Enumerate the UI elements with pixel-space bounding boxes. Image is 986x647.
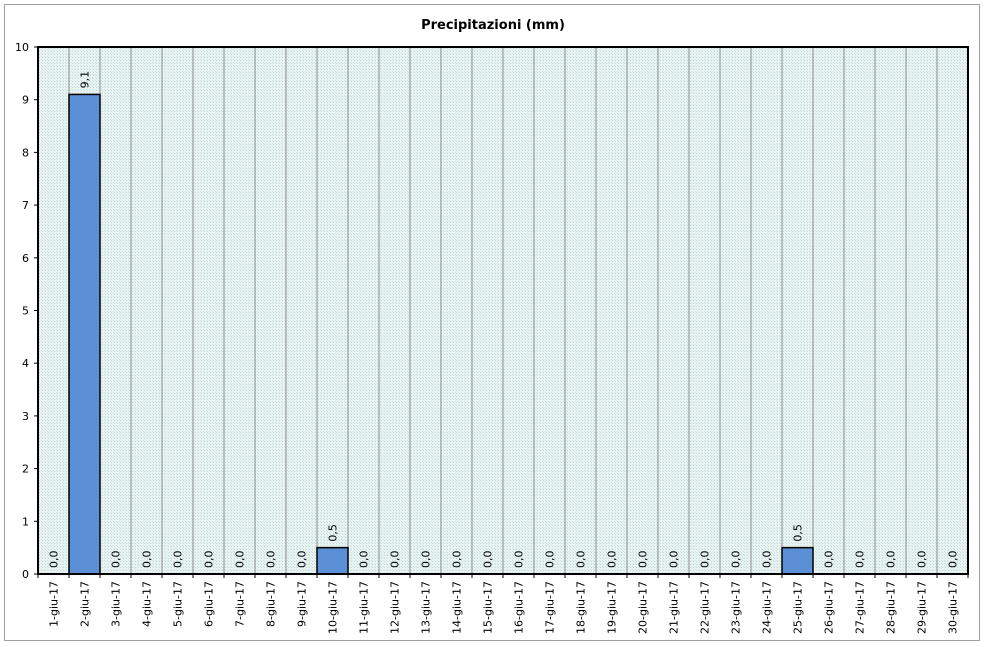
data-label: 9,1	[79, 71, 92, 89]
data-label: 0,0	[265, 551, 278, 569]
data-label: 0,0	[141, 551, 154, 569]
x-tick-label: 28-giu-17	[885, 581, 898, 634]
data-label: 0,0	[389, 551, 402, 569]
y-tick-label: 0	[22, 568, 29, 581]
bar	[68, 93, 101, 575]
data-label: 0,5	[792, 524, 805, 542]
x-tick-label: 1-giu-17	[48, 581, 61, 627]
x-tick-label: 9-giu-17	[296, 581, 309, 627]
y-tick-label: 5	[22, 305, 29, 318]
x-tick-label: 13-giu-17	[420, 581, 433, 634]
data-label: 0,0	[668, 551, 681, 569]
data-label: 0,0	[482, 551, 495, 569]
y-tick-label: 10	[15, 41, 29, 54]
y-tick-label: 1	[22, 515, 29, 528]
x-tick-label: 29-giu-17	[916, 581, 929, 634]
x-tick-label: 11-giu-17	[358, 581, 371, 634]
data-label: 0,0	[637, 551, 650, 569]
data-label: 0,0	[234, 551, 247, 569]
y-tick-label: 3	[22, 410, 29, 423]
x-tick-label: 26-giu-17	[823, 581, 836, 634]
x-axis: 1-giu-17 2-giu-17 3-giu-17 4-giu-17 5-giu-17…	[37, 574, 969, 634]
data-label: 0,0	[823, 551, 836, 569]
x-tick-label: 7-giu-17	[234, 581, 247, 627]
x-tick-label: 19-giu-17	[606, 581, 619, 634]
data-label: 0,0	[203, 551, 216, 569]
x-tick-label: 2-giu-17	[79, 581, 92, 627]
x-tick-label: 25-giu-17	[792, 581, 805, 634]
data-label: 0,0	[947, 551, 960, 569]
y-tick-label: 6	[22, 252, 29, 265]
data-label: 0,0	[730, 551, 743, 569]
x-tick-label: 24-giu-17	[761, 581, 774, 634]
data-label: 0,0	[916, 551, 929, 569]
x-tick-label: 16-giu-17	[513, 581, 526, 634]
y-tick-label: 2	[22, 463, 29, 476]
x-tick-label: 22-giu-17	[699, 581, 712, 634]
bar	[316, 546, 349, 575]
data-label: 0,0	[575, 551, 588, 569]
data-label: 0,0	[420, 551, 433, 569]
data-label: 0,0	[358, 551, 371, 569]
x-tick-label: 15-giu-17	[482, 581, 495, 634]
data-label: 0,0	[606, 551, 619, 569]
x-tick-label: 10-giu-17	[327, 581, 340, 634]
x-tick-label: 18-giu-17	[575, 581, 588, 634]
bars	[68, 93, 814, 575]
data-label: 0,0	[885, 551, 898, 569]
data-label: 0,0	[513, 551, 526, 569]
data-labels: 0,0 9,1 0,0 0,0 0,0 0,0 0,0 0,0 0,0 0,5 0,0 0,0 0,0 0…	[48, 71, 960, 568]
x-tick-label: 4-giu-17	[141, 581, 154, 627]
data-label: 0,0	[48, 551, 61, 569]
x-tick-label: 21-giu-17	[668, 581, 681, 634]
y-tick-label: 8	[22, 146, 29, 159]
y-tick-label: 9	[22, 94, 29, 107]
bar	[781, 546, 814, 575]
x-tick-label: 27-giu-17	[854, 581, 867, 634]
data-label: 0,0	[699, 551, 712, 569]
plot-border	[37, 46, 969, 575]
x-tick-label: 23-giu-17	[730, 581, 743, 634]
data-label: 0,0	[296, 551, 309, 569]
x-tick-label: 12-giu-17	[389, 581, 402, 634]
x-tick-label: 3-giu-17	[110, 581, 123, 627]
data-label: 0,0	[451, 551, 464, 569]
x-tick-label: 5-giu-17	[172, 581, 185, 627]
x-tick-label: 6-giu-17	[203, 581, 216, 627]
x-tick-label: 20-giu-17	[637, 581, 650, 634]
data-label: 0,5	[327, 524, 340, 542]
x-tick-label: 8-giu-17	[265, 581, 278, 627]
chart-title: Precipitazioni (mm)	[421, 18, 565, 33]
x-tick-label: 14-giu-17	[451, 581, 464, 634]
y-tick-label: 4	[22, 357, 29, 370]
data-label: 0,0	[110, 551, 123, 569]
data-label: 0,0	[544, 551, 557, 569]
data-label: 0,0	[172, 551, 185, 569]
y-tick-label: 7	[22, 199, 29, 212]
gridlines	[68, 47, 938, 574]
x-tick-label: 17-giu-17	[544, 581, 557, 634]
data-label: 0,0	[761, 551, 774, 569]
y-axis: 0 1 2 3 4 5 6 7 8 9 10	[15, 41, 38, 581]
data-label: 0,0	[854, 551, 867, 569]
x-tick-label: 30-giu-17	[947, 581, 960, 634]
